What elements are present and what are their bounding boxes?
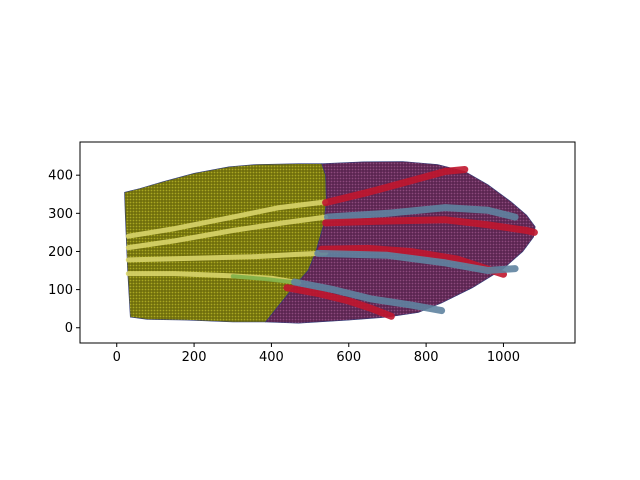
y-tick-label: 100	[48, 283, 73, 298]
y-axis: 0 100 200 300 400	[48, 169, 80, 336]
x-axis: 0 200 400 600 800 1000	[113, 343, 520, 365]
stripe-10	[314, 249, 519, 274]
plot-frame	[79, 141, 576, 344]
stripe-11	[283, 284, 395, 320]
y-tick-label: 400	[48, 169, 73, 184]
data-layer	[124, 161, 538, 324]
stripe-12	[291, 278, 446, 315]
stripe-7	[324, 204, 519, 221]
x-tick-label: 1000	[487, 350, 520, 365]
stripe-1	[125, 199, 329, 239]
stripe-6	[322, 166, 469, 207]
x-tick-label: 200	[182, 350, 207, 365]
stripe-8	[322, 216, 538, 236]
y-tick-label: 0	[65, 321, 73, 336]
stripe-3	[125, 250, 329, 263]
stripe-5	[230, 274, 301, 285]
x-tick-label: 800	[414, 350, 439, 365]
x-tick-label: 0	[113, 350, 121, 365]
y-tick-label: 200	[48, 245, 73, 260]
y-tick-label: 300	[48, 207, 73, 222]
stripe-2	[125, 214, 329, 251]
x-tick-label: 600	[336, 350, 361, 365]
x-tick-label: 400	[259, 350, 284, 365]
